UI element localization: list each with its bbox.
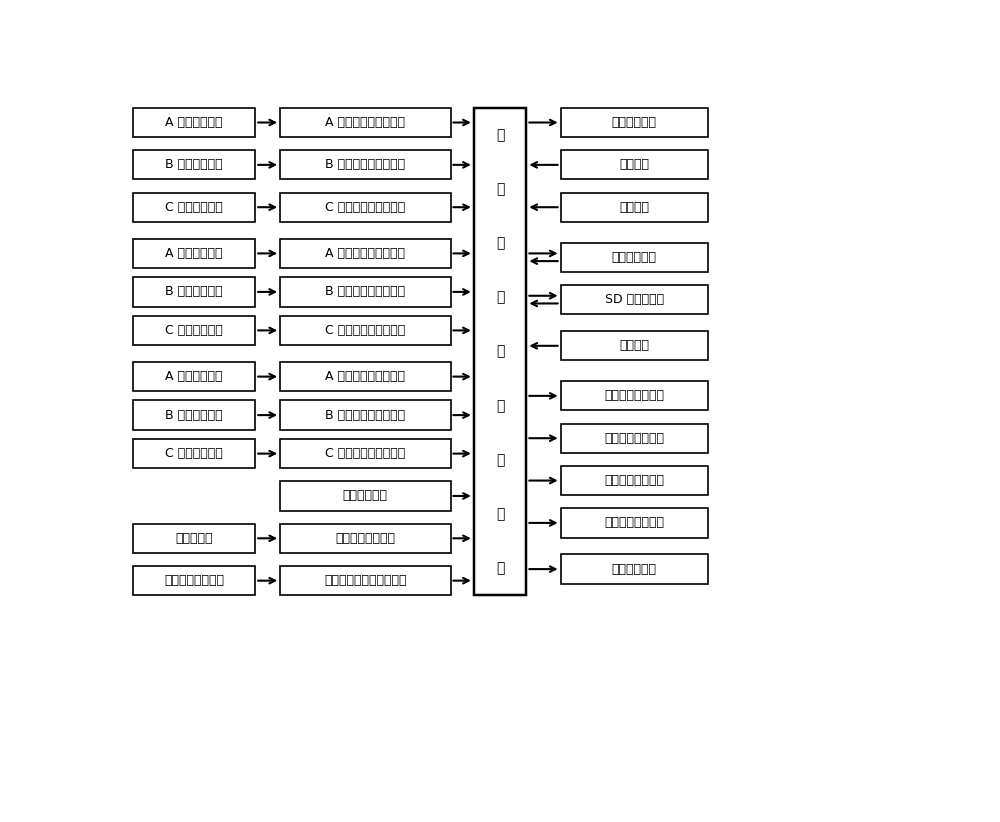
Text: C 相温度信号调理电路: C 相温度信号调理电路	[325, 201, 405, 214]
Bar	[561, 555, 708, 584]
Bar	[561, 242, 708, 272]
Text: C 相电压传感器: C 相电压传感器	[165, 447, 223, 460]
Text: 通信接口电路: 通信接口电路	[612, 251, 657, 264]
Text: 时钟电路: 时钟电路	[619, 339, 649, 353]
Text: 器: 器	[496, 453, 504, 467]
Bar	[280, 108, 450, 137]
Text: SD 卡存储电路: SD 卡存储电路	[605, 293, 664, 306]
Bar	[280, 482, 450, 510]
Text: A 相电压信号调理电路: A 相电压信号调理电路	[325, 370, 405, 383]
Bar	[133, 150, 255, 179]
Text: 理: 理	[496, 399, 504, 413]
Text: C 相电压信号调理电路: C 相电压信号调理电路	[325, 447, 405, 460]
Bar	[280, 238, 450, 268]
Text: 环境温湿度传感器: 环境温湿度传感器	[164, 574, 224, 587]
Text: B 相温度信号调理电路: B 相温度信号调理电路	[325, 159, 405, 171]
Text: 微: 微	[496, 290, 504, 304]
Bar	[561, 192, 708, 222]
Bar	[561, 381, 708, 410]
Bar	[280, 439, 450, 469]
Bar	[474, 108, 526, 595]
Text: 键盘电路: 键盘电路	[619, 159, 649, 171]
Bar	[561, 508, 708, 538]
Bar	[280, 192, 450, 222]
Bar	[280, 566, 450, 595]
Text: 保护控制输出电路: 保护控制输出电路	[604, 516, 664, 529]
Bar	[133, 566, 255, 595]
Text: 环境温湿度信号调理电路: 环境温湿度信号调理电路	[324, 574, 406, 587]
Text: 视频摄像头: 视频摄像头	[175, 532, 213, 545]
Bar	[561, 108, 708, 137]
Bar	[133, 192, 255, 222]
Text: C 相温度传感器: C 相温度传感器	[165, 201, 223, 214]
Text: 超温跳闸输出电路: 超温跳闸输出电路	[604, 474, 664, 487]
Text: 处: 处	[496, 344, 504, 358]
Text: B 相电压传感器: B 相电压传感器	[165, 409, 223, 422]
Text: C 相电流传感器: C 相电流传感器	[165, 324, 223, 337]
Bar	[280, 316, 450, 345]
Text: A 相电流传感器: A 相电流传感器	[165, 247, 223, 260]
Text: 拨码开关电路: 拨码开关电路	[343, 489, 388, 502]
Text: 路: 路	[496, 561, 504, 575]
Text: A 相温度信号调理电路: A 相温度信号调理电路	[325, 116, 405, 129]
Bar	[133, 400, 255, 430]
Text: 电: 电	[496, 507, 504, 521]
Bar	[561, 466, 708, 495]
Text: A 相电压传感器: A 相电压传感器	[165, 370, 223, 383]
Bar	[133, 238, 255, 268]
Text: 入: 入	[496, 182, 504, 196]
Bar	[561, 423, 708, 453]
Bar	[280, 277, 450, 307]
Bar	[561, 331, 708, 360]
Text: B 相电流传感器: B 相电流传感器	[165, 285, 223, 298]
Text: 液晶显示电路: 液晶显示电路	[612, 116, 657, 129]
Text: 嵌: 嵌	[496, 128, 504, 142]
Text: A 相温度传感器: A 相温度传感器	[165, 116, 223, 129]
Text: C 相电流信号调理电路: C 相电流信号调理电路	[325, 324, 405, 337]
Bar	[133, 439, 255, 469]
Bar	[280, 524, 450, 553]
Bar	[561, 150, 708, 179]
Bar	[280, 150, 450, 179]
Bar	[133, 316, 255, 345]
Bar	[280, 362, 450, 391]
Text: 除湿控制电路: 除湿控制电路	[612, 562, 657, 575]
Text: B 相电流信号调理电路: B 相电流信号调理电路	[325, 285, 405, 298]
Bar	[133, 108, 255, 137]
Bar	[561, 285, 708, 314]
Bar	[133, 277, 255, 307]
Text: 电源电路: 电源电路	[619, 201, 649, 214]
Text: 视频信号调理电路: 视频信号调理电路	[335, 532, 395, 545]
Text: 超温风机控制电路: 超温风机控制电路	[604, 432, 664, 445]
Bar	[133, 524, 255, 553]
Text: 式: 式	[496, 236, 504, 250]
Bar	[280, 400, 450, 430]
Text: 超温报警输出电路: 超温报警输出电路	[604, 390, 664, 402]
Text: A 相电流信号调理电路: A 相电流信号调理电路	[325, 247, 405, 260]
Text: B 相电压信号调理电路: B 相电压信号调理电路	[325, 409, 405, 422]
Bar	[133, 362, 255, 391]
Text: B 相温度传感器: B 相温度传感器	[165, 159, 223, 171]
